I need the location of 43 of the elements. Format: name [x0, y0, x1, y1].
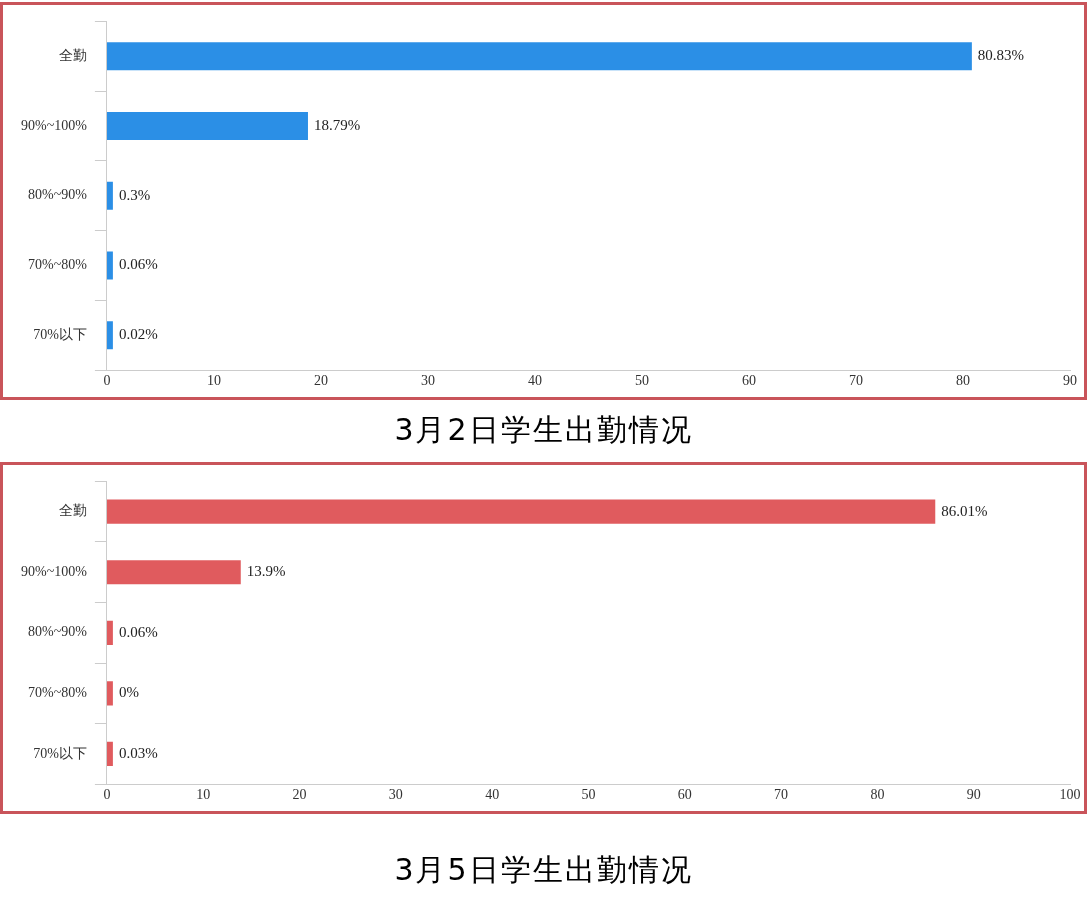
- data-label: 0.02%: [118, 326, 158, 343]
- y-tick-label: 90%~100%: [20, 563, 88, 579]
- data-label: 0%: [118, 684, 139, 701]
- data-label: 0.06%: [118, 623, 158, 640]
- data-label: 0.06%: [118, 256, 158, 273]
- x-tick-label: 10: [196, 787, 211, 803]
- x-tick-label: 90: [966, 787, 981, 803]
- y-tick-label: 80%~90%: [27, 187, 88, 203]
- y-tick-label: 70%~80%: [27, 257, 88, 273]
- x-tick-label: 80: [955, 373, 970, 389]
- y-tick-label: 全勤: [58, 503, 87, 519]
- x-tick-label: 20: [292, 787, 307, 803]
- x-tick-label: 80: [870, 787, 885, 803]
- data-label: 0.03%: [118, 744, 158, 761]
- y-tick-label: 70%以下: [33, 745, 87, 761]
- x-tick-label: 40: [485, 787, 500, 803]
- x-tick-label: 60: [677, 787, 692, 803]
- y-tick-label: 80%~90%: [27, 624, 88, 640]
- y-tick-label: 70%~80%: [27, 685, 88, 701]
- x-tick-label: 30: [388, 787, 403, 803]
- x-tick-label: 20: [313, 373, 328, 389]
- data-label: 18.79%: [313, 116, 361, 133]
- x-tick-label: 40: [527, 373, 542, 389]
- y-tick-label: 90%~100%: [20, 117, 88, 133]
- x-tick-label: 10: [206, 373, 221, 389]
- x-tick-label: 50: [634, 373, 649, 389]
- x-tick-label: 70: [848, 373, 863, 389]
- x-tick-label: 30: [420, 373, 435, 389]
- x-tick-label: 100: [1059, 787, 1081, 803]
- y-tick-label: 70%以下: [33, 326, 87, 342]
- x-tick-label: 0: [103, 787, 111, 803]
- x-tick-label: 60: [741, 373, 756, 389]
- x-tick-label: 0: [103, 373, 111, 389]
- text: 3月5日学生出勤情况: [393, 851, 694, 889]
- x-tick-label: 50: [581, 787, 596, 803]
- data-label: 86.01%: [941, 502, 988, 519]
- x-tick-label: 70: [774, 787, 789, 803]
- data-label: 80.83%: [977, 47, 1025, 64]
- y-tick-label: 全勤: [58, 47, 87, 63]
- data-label: 13.9%: [246, 563, 286, 580]
- data-label: 0.3%: [118, 186, 151, 203]
- x-tick-label: 90: [1063, 373, 1077, 389]
- text: 3月2日学生出勤情况: [393, 411, 694, 449]
